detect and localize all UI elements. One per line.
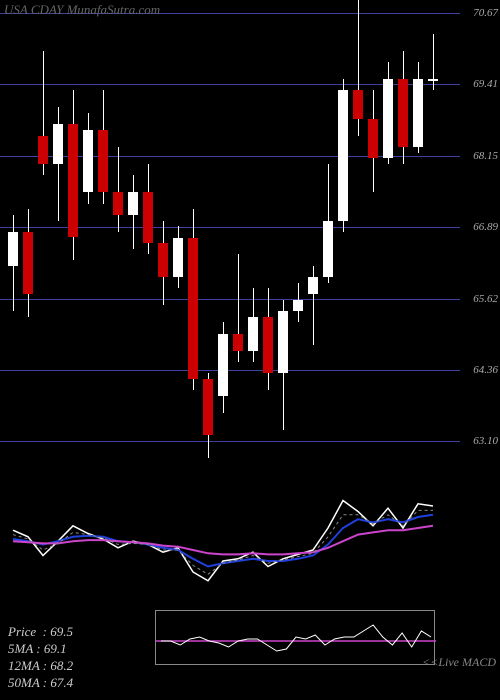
candle-body	[233, 334, 243, 351]
candle-body	[173, 238, 183, 278]
candle-body	[308, 277, 318, 294]
candle-body	[143, 192, 153, 243]
price-row: Price : 69.5	[8, 624, 73, 641]
ma5-label: 5MA	[8, 641, 33, 656]
stock-chart: USA CDAY MunafaSutra.com 70.67 69.41 68.15…	[0, 0, 500, 700]
price-axis-label: 70.67	[473, 7, 498, 19]
ma5-row: 5MA : 69.1	[8, 641, 73, 658]
price-info-box: Price : 69.5 5MA : 69.1 12MA : 68.2 50MA…	[8, 624, 73, 692]
candle-body	[338, 90, 348, 220]
candle-body	[368, 119, 378, 159]
candle-body	[188, 238, 198, 379]
candle-body	[113, 192, 123, 215]
dashed-line	[13, 510, 433, 574]
price-panel: USA CDAY MunafaSutra.com 70.67 69.41 68.15…	[0, 0, 500, 475]
price-axis-label: 63.10	[473, 435, 498, 447]
macd-inset	[155, 610, 435, 665]
price-value: 69.5	[50, 624, 73, 639]
candle-body	[293, 300, 303, 311]
candle-body	[278, 311, 288, 373]
candle-body	[68, 124, 78, 237]
candle-wick	[118, 147, 119, 232]
gridline	[0, 441, 460, 442]
candle-body	[263, 317, 273, 374]
ma50-label: 50MA	[8, 675, 40, 690]
price-axis-label: 69.41	[473, 78, 498, 90]
candle-body	[323, 221, 333, 278]
ma12-row: 12MA : 68.2	[8, 658, 73, 675]
inset-line	[161, 625, 431, 651]
ma50-row: 50MA : 67.4	[8, 675, 73, 692]
price-axis-label: 68.15	[473, 150, 498, 162]
candle-body	[53, 124, 63, 164]
ma50-value: 67.4	[50, 675, 73, 690]
ma12-value: 68.2	[50, 658, 73, 673]
candle-body	[218, 334, 228, 396]
candle-body	[398, 79, 408, 147]
candle-body	[98, 130, 108, 192]
price-axis-label: 65.62	[473, 293, 498, 305]
candle-wick	[433, 34, 434, 91]
price-axis-label: 64.36	[473, 364, 498, 376]
candle-body	[23, 232, 33, 294]
candle-body	[8, 232, 18, 266]
macd-inset-line	[156, 611, 436, 666]
candle-body	[383, 79, 393, 158]
gridline	[0, 370, 460, 371]
candle-body	[203, 379, 213, 436]
magenta-line	[13, 526, 433, 555]
candle-body	[248, 317, 258, 351]
candle-body	[428, 79, 438, 81]
ma12-label: 12MA	[8, 658, 40, 673]
candle-body	[38, 136, 48, 164]
indicator-panel: Price : 69.5 5MA : 69.1 12MA : 68.2 50MA…	[0, 475, 500, 700]
price-axis-label: 66.89	[473, 221, 498, 233]
ma5-value: 69.1	[44, 641, 67, 656]
macd-label: <<Live MACD	[422, 655, 496, 670]
candle-body	[413, 79, 423, 147]
watermark-text: USA CDAY MunafaSutra.com	[4, 2, 160, 18]
candle-body	[353, 90, 363, 118]
candle-body	[83, 130, 93, 192]
candle-body	[128, 192, 138, 215]
gridline	[0, 299, 460, 300]
price-label: Price	[8, 624, 36, 639]
candle-body	[158, 243, 168, 277]
